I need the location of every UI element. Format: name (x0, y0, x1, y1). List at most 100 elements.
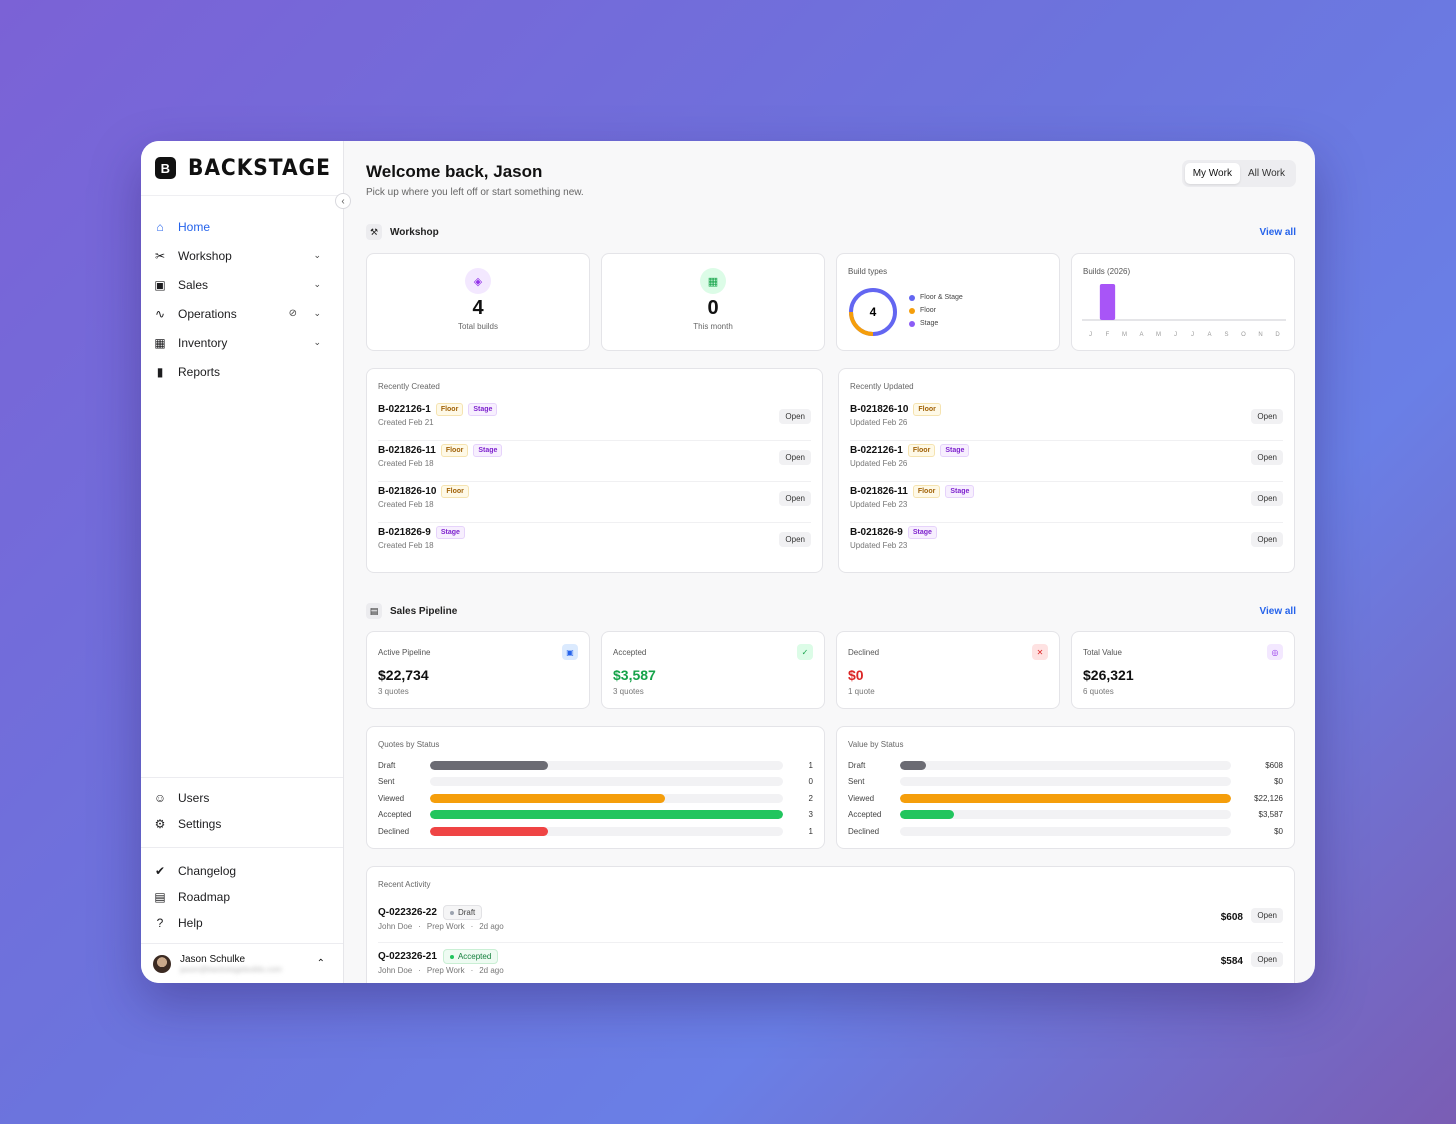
open-button[interactable]: Open (1251, 908, 1283, 923)
this-month-card[interactable]: ▦ 0 This month (601, 253, 825, 351)
build-date: Created Feb 18 (378, 500, 434, 509)
kpi-value: $3,587 (613, 667, 656, 683)
open-button[interactable]: Open (1251, 409, 1283, 424)
legend-item: Floor & Stage (909, 291, 963, 304)
open-button[interactable]: Open (1251, 450, 1283, 465)
kpi-count: 1 quote (848, 687, 875, 696)
status-dot (449, 954, 454, 959)
sidebar-item-label: Users (178, 791, 210, 805)
value-by-status-card: Value by Status Draft $608 Sent $0 Viewed $22… (836, 726, 1295, 849)
build-id: B-021826-10 (850, 404, 909, 415)
chevron-down-icon[interactable]: ⌄ (313, 250, 321, 260)
status-label: Sent (378, 777, 395, 787)
kpi-card-accepted[interactable]: Accepted $3,587 3 quotes ✓ (601, 631, 825, 709)
sidebar-item-help[interactable]: ? Help (141, 910, 343, 936)
calendar-icon: ▦ (700, 268, 726, 294)
sidebar-item-changelog[interactable]: ✔ Changelog (141, 858, 343, 884)
status-label: Sent (848, 777, 865, 787)
page-header: Welcome back, Jason Pick up where you le… (366, 141, 1296, 198)
quote-id: Q-022326-21 (378, 951, 437, 962)
kpi-card-active-pipeline[interactable]: Active Pipeline $22,734 3 quotes ▣ (366, 631, 590, 709)
build-row[interactable]: B-022126-1 Floor Stage Created Feb 21 Open (378, 400, 811, 441)
quote-amount: $608 (1220, 912, 1243, 923)
open-button[interactable]: Open (1251, 491, 1283, 506)
brand[interactable]: B BACKSTAGE (141, 141, 343, 196)
kpi-card-declined[interactable]: Declined $0 1 quote ✕ (836, 631, 1060, 709)
toggle-all-work[interactable]: All Work (1247, 168, 1285, 179)
open-button[interactable]: Open (1251, 532, 1283, 547)
open-button[interactable]: Open (779, 409, 811, 424)
build-id-line: B-021826-9 Stage (850, 526, 937, 539)
status-bar-row: Accepted 3 (378, 809, 813, 821)
build-row[interactable]: B-021826-11 Floor Stage Created Feb 18 Open (378, 441, 811, 482)
sidebar-item-workshop[interactable]: ✂ Workshop ⌄ (141, 241, 343, 270)
chevron-down-icon[interactable]: ⌄ (313, 337, 321, 347)
bar-fill (430, 793, 666, 803)
tag-floor: Floor (441, 485, 469, 498)
recently-updated-title: Recently Updated (850, 382, 914, 391)
user-name: Jason Schulke (180, 953, 246, 965)
build-row[interactable]: B-021826-9 Stage Updated Feb 23 Open (850, 523, 1283, 564)
status-label: Viewed (848, 793, 875, 803)
value-by-status-title: Value by Status (848, 740, 904, 749)
main-content: Welcome back, Jason Pick up where you le… (344, 141, 1315, 983)
sidebar-item-sales[interactable]: ▣ Sales ⌄ (141, 270, 343, 299)
open-button[interactable]: Open (1251, 952, 1283, 967)
toggle-my-work[interactable]: My Work (1184, 163, 1240, 184)
open-button[interactable]: Open (779, 532, 811, 547)
chevron-down-icon[interactable]: ⌄ (313, 279, 321, 289)
kpi-count: 3 quotes (378, 687, 409, 696)
eye-off-icon[interactable]: ⊘ (288, 308, 297, 319)
sidebar-item-roadmap[interactable]: ▤ Roadmap (141, 884, 343, 910)
builds-chart-card[interactable]: Builds (2026) J F M A M J J A S O N D (1071, 253, 1295, 351)
build-row[interactable]: B-022126-1 Floor Stage Updated Feb 26 Open (850, 441, 1283, 482)
separator: · (470, 966, 474, 975)
total-builds-value: 4 (472, 297, 484, 319)
open-button[interactable]: Open (779, 450, 811, 465)
status-bar-row: Draft 1 (378, 759, 813, 771)
build-row[interactable]: B-021826-11 Floor Stage Updated Feb 23 Open (850, 482, 1283, 523)
build-id: B-021826-11 (378, 445, 436, 456)
tag-stage: Stage (940, 444, 970, 457)
build-id-line: B-021826-11 Floor Stage (850, 485, 975, 498)
legend-item: Floor (909, 304, 963, 317)
sidebar-item-label: Roadmap (178, 890, 231, 904)
x-tick-label: A (1139, 332, 1143, 338)
hammer-icon: ⚒ (366, 224, 382, 240)
build-types-card[interactable]: Build types 4 Floor & Stage Floor Stage (836, 253, 1060, 351)
status-value: 1 (808, 826, 813, 836)
sidebar-item-inventory[interactable]: ▦ Inventory ⌄ (141, 328, 343, 357)
sidebar-item-home[interactable]: ⌂ Home (141, 212, 343, 241)
donut-segment-floor (849, 288, 897, 336)
sidebar-item-users[interactable]: ☺ Users (141, 785, 343, 811)
chevron-up-icon[interactable]: ⌃ (316, 958, 325, 969)
chevron-down-icon[interactable]: ⌄ (313, 308, 321, 318)
x-tick-label: D (1275, 332, 1280, 338)
user-menu[interactable]: Jason Schulke jason@backstagebuilds.com … (141, 943, 343, 983)
kpi-card-total-value[interactable]: Total Value $26,321 6 quotes ◎ (1071, 631, 1295, 709)
section-label: Sales Pipeline (390, 605, 458, 617)
sidebar-item-settings[interactable]: ⚙ Settings (141, 811, 343, 837)
bar-chart-icon: ▮ (156, 364, 164, 379)
activity-row[interactable]: Q-022326-22 Draft John Doe · Prep Work · 2d ag… (378, 900, 1283, 943)
build-row[interactable]: B-021826-9 Stage Created Feb 18 Open (378, 523, 811, 564)
x-tick-label: O (1241, 332, 1246, 338)
build-id-line: B-021826-10 Floor (378, 485, 469, 498)
sidebar-item-label: Sales (178, 277, 209, 292)
quote-age: 2d ago (479, 966, 504, 975)
sidebar-item-reports[interactable]: ▮ Reports (141, 357, 343, 386)
x-tick-label: N (1258, 332, 1262, 338)
sales-view-all-link[interactable]: View all (1259, 605, 1296, 617)
total-builds-card[interactable]: ◈ 4 Total builds (366, 253, 590, 351)
quote-meta: John Doe · Prep Work · 2d ago (378, 966, 504, 975)
open-button[interactable]: Open (779, 491, 811, 506)
collapse-sidebar-button[interactable]: ‹ (335, 193, 351, 209)
activity-row[interactable]: Q-022326-21 Accepted John Doe · Prep Work · 2d… (378, 944, 1283, 983)
build-row[interactable]: B-021826-10 Floor Updated Feb 26 Open (850, 400, 1283, 441)
kpi-value: $26,321 (1083, 667, 1134, 683)
x-tick-label: J (1191, 332, 1194, 338)
bar-fill (430, 760, 548, 770)
build-row[interactable]: B-021826-10 Floor Created Feb 18 Open (378, 482, 811, 523)
sidebar-item-operations[interactable]: ∿ Operations ⊘ ⌄ (141, 299, 343, 328)
workshop-view-all-link[interactable]: View all (1259, 226, 1296, 238)
